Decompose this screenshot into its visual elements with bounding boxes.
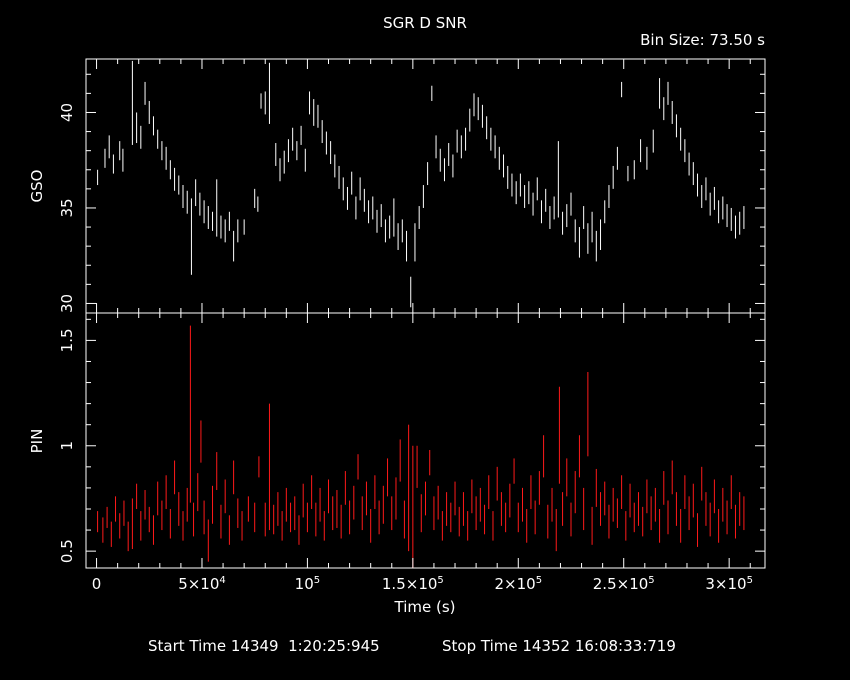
x-tick-label: 105	[295, 575, 320, 593]
pin-axis-label: PIN	[28, 429, 46, 454]
pin-y-axis: 0.5 1 1.5	[58, 318, 765, 563]
start-time-label: Start Time 14349 1:20:25:945	[148, 637, 380, 655]
chart-title: SGR D SNR	[383, 14, 467, 32]
x-tick-exponent: 5	[648, 575, 654, 586]
x-tick-label: 0	[92, 575, 102, 593]
x-tick-label: 1.5×105	[382, 575, 444, 593]
gso-x-ticks	[96, 59, 751, 313]
x-tick-exponent: 5	[314, 575, 320, 586]
pin-plot-frame	[85, 312, 766, 569]
x-tick-exponent: 5	[437, 575, 443, 586]
pin-ytick-label: 0.5	[58, 539, 76, 563]
gso-ytick-label: 40	[58, 103, 76, 122]
gso-data-points	[97, 60, 745, 308]
pin-data-points	[97, 325, 745, 568]
stop-time-label: Stop Time 14352 16:08:33:719	[442, 637, 676, 655]
gso-ytick-label: 35	[58, 198, 76, 217]
x-tick-label: 3×105	[705, 575, 753, 593]
x-tick-label: 2.5×105	[593, 575, 655, 593]
pin-ytick-label: 1	[58, 441, 76, 451]
x-tick-label: 2×105	[494, 575, 542, 593]
gso-y-axis: 30 35 40	[58, 73, 765, 313]
x-axis-tick-labels: 0 5×104 105 1.5×105 2×105 2.5×105 3×105	[92, 575, 753, 593]
x-tick-exponent: 5	[747, 575, 753, 586]
gso-panel: 30 35 40 GSO	[28, 58, 766, 314]
x-tick-exponent: 5	[536, 575, 542, 586]
gso-axis-label: GSO	[28, 170, 46, 203]
x-tick-exponent: 4	[219, 575, 225, 586]
gso-plot-frame	[85, 58, 766, 314]
bin-size-label: Bin Size: 73.50 s	[640, 31, 765, 49]
x-axis-label: Time (s)	[394, 598, 456, 616]
gso-ytick-label: 30	[58, 294, 76, 313]
pin-x-ticks	[96, 313, 751, 568]
x-tick-label: 5×104	[178, 575, 226, 593]
pin-panel: 0.5 1 1.5 PIN	[28, 312, 766, 569]
pin-ytick-label: 1.5	[58, 328, 76, 352]
